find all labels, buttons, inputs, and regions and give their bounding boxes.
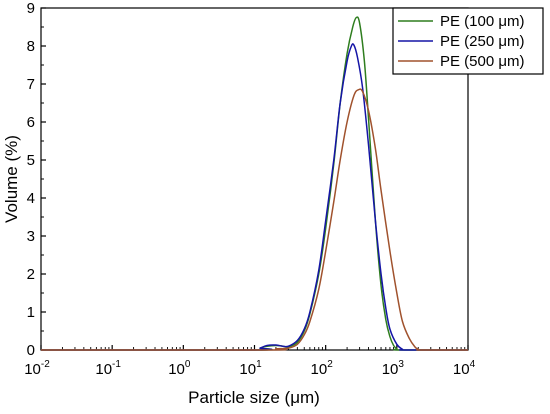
x-tick-label: 101	[239, 359, 262, 378]
series-line-3	[41, 88, 468, 351]
x-tick-label: 10-1	[95, 359, 121, 378]
x-tick-label: 102	[311, 359, 334, 378]
x-axis-title: Particle size (μm)	[188, 388, 320, 407]
series-lines	[41, 16, 468, 351]
y-axis-title: Volume (%)	[2, 135, 21, 223]
y-tick-label: 1	[27, 304, 35, 321]
legend-label: PE (100 μm)	[440, 13, 525, 30]
y-tick-label: 0	[27, 342, 35, 359]
y-tick-label: 7	[27, 76, 35, 93]
series-line-2	[41, 43, 468, 351]
y-tick-label: 6	[27, 114, 35, 131]
y-tick-label: 5	[27, 152, 35, 169]
y-tick-label: 3	[27, 228, 35, 245]
y-tick-label: 8	[27, 38, 35, 55]
x-tick-label: 10-2	[24, 359, 50, 378]
y-tick-label: 9	[27, 0, 35, 17]
legend: PE (100 μm) PE (250 μm) PE (500 μm)	[392, 7, 544, 75]
x-tick-label: 100	[168, 359, 191, 378]
x-tick-label: 103	[382, 359, 405, 378]
y-tick-label: 2	[27, 266, 35, 283]
legend-label: PE (250 μm)	[440, 33, 525, 50]
y-tick-label: 4	[27, 190, 35, 207]
axis-ticks: 0 1 2 3 4 5 6 7 8 9 10-2 10-1 100 101 102 103 104	[24, 0, 475, 378]
legend-label: PE (500 μm)	[440, 53, 525, 70]
x-tick-label: 104	[453, 359, 476, 378]
